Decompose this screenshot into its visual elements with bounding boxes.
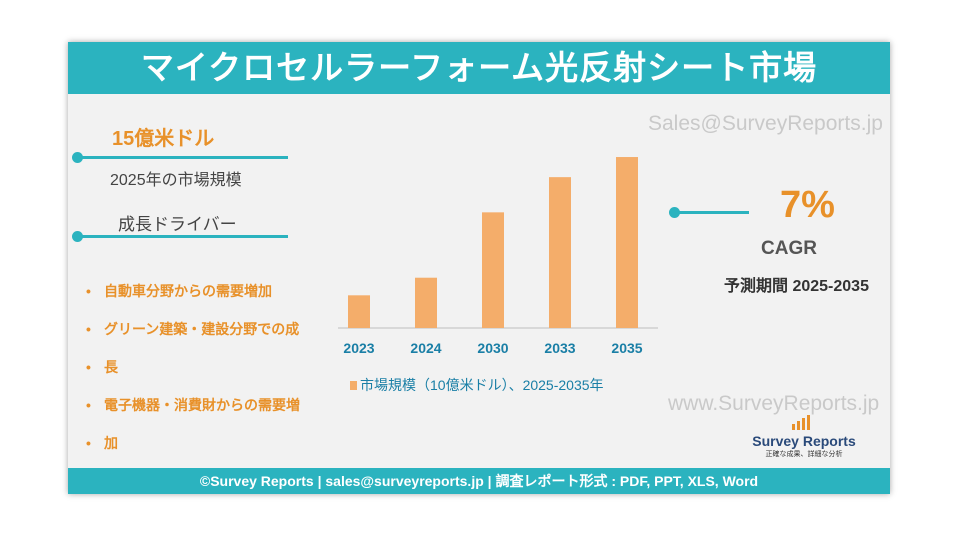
bar-chart: 2023 2024 2030 2033 2035 市場規模（10億米ドル）、2025-20… <box>338 157 658 393</box>
page-title: マイクロセルラーフォーム光反射シート市場 <box>68 42 890 94</box>
market-size-label: 2025年の市場規模 <box>110 172 242 189</box>
logo-tagline: 正確な成果、詳細な分析 <box>765 451 843 458</box>
logo-name: Survey Reports <box>752 433 856 449</box>
market-size-value: 15億米ドル <box>112 128 215 150</box>
legend-swatch <box>350 381 357 390</box>
driver-item-continuation: 加 <box>84 424 314 462</box>
divider-line <box>78 235 288 238</box>
bar-2035 <box>616 157 638 328</box>
driver-item-continuation: 長 <box>84 348 314 386</box>
forecast-period: 予測期間 2025-2035 <box>724 278 869 295</box>
connector-dot <box>669 207 680 218</box>
divider-line <box>78 156 288 159</box>
driver-item: 自動車分野からの需要増加 <box>84 272 314 310</box>
bar-2023 <box>348 295 370 328</box>
x-tick-label: 2023 <box>343 340 374 356</box>
watermark-email: Sales@SurveyReports.jp <box>648 112 883 135</box>
divider-line <box>675 211 749 214</box>
watermark-url: www.SurveyReports.jp <box>668 392 880 415</box>
drivers-heading: 成長ドライバー <box>118 215 237 234</box>
legend-label: 市場規模（10億米ドル）、2025-2035年 <box>360 377 604 393</box>
x-tick-label: 2030 <box>477 340 508 356</box>
x-tick-label: 2035 <box>611 340 642 356</box>
x-tick-label: 2024 <box>410 340 441 356</box>
driver-item: 電子機器・消費財からの需要増 <box>84 386 314 424</box>
connector-dot <box>72 231 83 242</box>
bar-2024 <box>415 277 437 328</box>
driver-item: グリーン建築・建設分野での成 <box>84 310 314 348</box>
bar-logo-icon <box>792 415 810 430</box>
x-tick-label: 2033 <box>544 340 575 356</box>
connector-dot <box>72 152 83 163</box>
infographic-card: マイクロセルラーフォーム光反射シート市場 Sales@SurveyReports… <box>68 42 890 494</box>
bar-2030 <box>482 212 504 328</box>
cagr-label: CAGR <box>761 238 817 259</box>
company-logo: Survey Reports 正確な成果、詳細な分析 <box>744 414 864 459</box>
footer: ©Survey Reports | sales@surveyreports.jp… <box>68 468 890 494</box>
cagr-value: 7% <box>780 184 835 226</box>
drivers-list: 自動車分野からの需要増加 グリーン建築・建設分野での成 長 電子機器・消費財から… <box>84 272 314 462</box>
bar-2033 <box>549 177 571 328</box>
